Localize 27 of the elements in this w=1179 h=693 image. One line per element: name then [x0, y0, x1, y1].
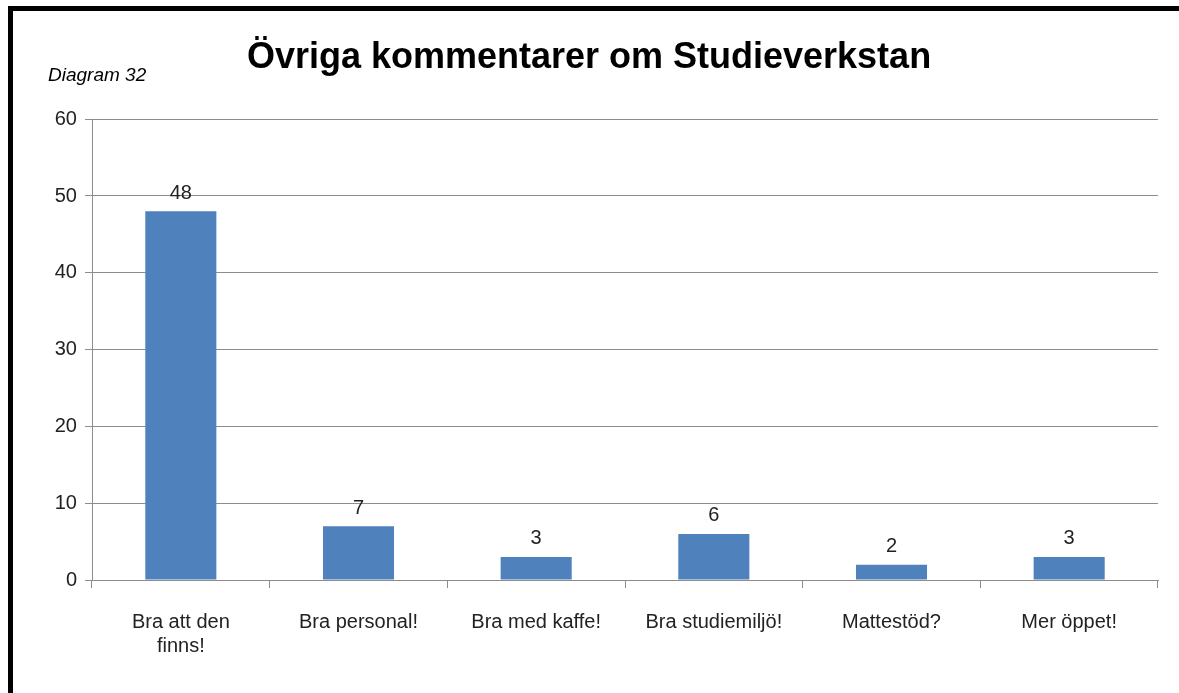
x-tick-label: Bra studiemiljö!: [645, 609, 783, 632]
y-tick-label: 20: [54, 413, 77, 436]
y-tick-label: 0: [65, 567, 77, 590]
chart-title: Övriga kommentarer om Studieverkstan: [246, 34, 932, 76]
x-tick-label: Bra att den finns!: [131, 609, 230, 656]
y-tick-label: 30: [54, 337, 77, 360]
x-tick-label: Bra med kaffe!: [471, 609, 602, 632]
bar: [322, 526, 395, 580]
y-tick-label: 60: [54, 106, 77, 129]
x-tick-label: Mattestöd?: [842, 609, 941, 632]
y-tick-label: 40: [54, 260, 77, 283]
bar: [145, 211, 217, 580]
bar: [500, 556, 572, 580]
bar: [855, 564, 928, 580]
x-tick-label: Mer öppet!: [1021, 609, 1117, 632]
bar: [678, 533, 750, 580]
y-tick-label: 50: [54, 183, 77, 206]
data-label: 48: [169, 180, 192, 203]
y-tick-label: 10: [54, 490, 77, 513]
text: Diagram 32: [48, 63, 147, 85]
x-tick-label: Bra personal!: [299, 609, 418, 632]
data-label: 2: [885, 534, 898, 557]
data-label: 3: [530, 526, 542, 549]
bar: [1033, 556, 1105, 580]
data-label: 6: [708, 503, 720, 526]
data-label: 3: [1063, 526, 1075, 549]
data-label: 7: [352, 495, 365, 518]
